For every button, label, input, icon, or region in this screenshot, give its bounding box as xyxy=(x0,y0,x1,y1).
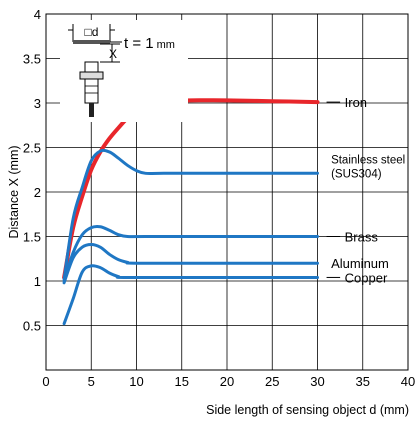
thickness-label: t = 1 mm xyxy=(124,35,175,52)
x-tick-label: 25 xyxy=(265,374,279,389)
series-label-iron: Iron xyxy=(345,95,367,110)
tick-labels: 0 5 10 15 20 25 30 35 40 0.5 1 1.5 2 2.5 3 3.5 4 xyxy=(23,7,415,389)
y-tick-label: 1 xyxy=(34,274,41,289)
sensor-nut xyxy=(79,71,104,80)
series-line-iron xyxy=(62,95,320,280)
sensing-object-plate xyxy=(73,40,110,44)
x-tick-label: 0 xyxy=(42,374,49,389)
x-tick-label: 30 xyxy=(310,374,324,389)
y-tick-label: 3 xyxy=(34,96,41,111)
grid xyxy=(46,14,408,370)
series-label-stainless-steel: Stainless steel xyxy=(331,154,405,166)
y-axis-label: Distance X (mm) xyxy=(7,145,21,238)
series-line-copper xyxy=(62,264,319,326)
series-labels: Iron Stainless steel (SUS304) Brass Aluminum… xyxy=(326,95,405,285)
series-lines xyxy=(62,95,320,326)
y-tick-label: 4 xyxy=(34,7,41,22)
y-tick-label: 3.5 xyxy=(23,52,41,67)
thickness-unit: mm xyxy=(157,39,175,51)
x-tick-label: 40 xyxy=(401,374,415,389)
series-label-aluminum: Aluminum xyxy=(331,256,389,271)
series-line-aluminum xyxy=(62,243,319,285)
y-tick-label: 2 xyxy=(34,185,41,200)
dimension-x-label: X xyxy=(109,47,117,61)
x-tick-label: 20 xyxy=(220,374,234,389)
series-line-brass xyxy=(62,224,319,283)
x-tick-label: 35 xyxy=(356,374,370,389)
sensor-body xyxy=(84,78,99,104)
sensor-cable xyxy=(89,103,94,117)
series-label-copper: Copper xyxy=(345,270,388,285)
x-axis-label: Side length of sensing object d (mm) xyxy=(206,403,409,417)
series-line-stainless-steel xyxy=(62,148,319,281)
sensor-diagram-inset: □d t = 1 mm X xyxy=(60,20,188,122)
series-label-stainless-steel-line2: (SUS304) xyxy=(331,168,382,180)
thickness-value: t = 1 xyxy=(124,35,154,52)
inset-background xyxy=(60,20,188,122)
y-tick-label: 1.5 xyxy=(23,230,41,245)
plot-frame xyxy=(45,13,409,371)
x-tick-label: 10 xyxy=(129,374,143,389)
sensor-head xyxy=(84,61,99,73)
y-tick-label: 2.5 xyxy=(23,141,41,156)
series-label-brass: Brass xyxy=(345,230,379,245)
dimension-d-label: □d xyxy=(85,25,99,39)
x-tick-label: 15 xyxy=(175,374,189,389)
y-tick-label: 0.5 xyxy=(23,319,41,334)
x-tick-label: 5 xyxy=(88,374,95,389)
